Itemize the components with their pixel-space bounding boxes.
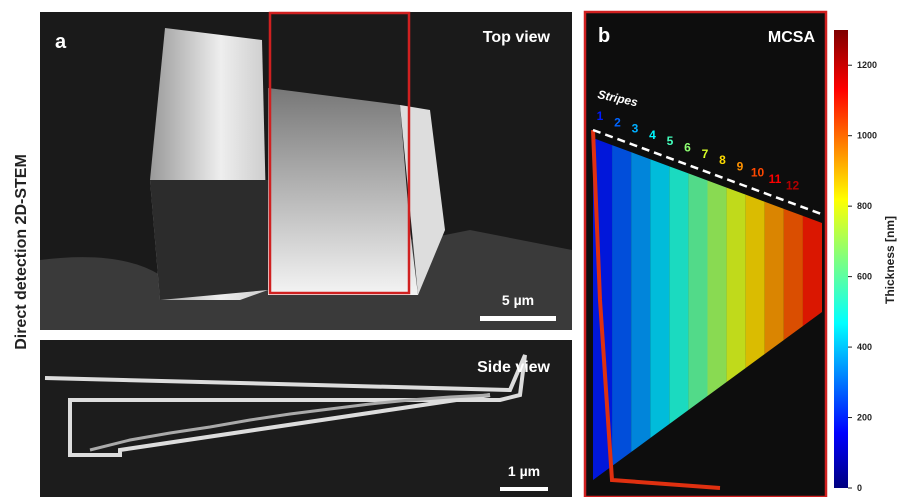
stripe-number: 7: [702, 147, 709, 161]
lamella-shadow: [150, 180, 268, 300]
panel-letter: a: [55, 31, 67, 53]
stripe-number: 6: [684, 141, 691, 155]
colorbar-label: Thickness [nm]: [883, 216, 897, 304]
stripe-number: 12: [786, 178, 800, 192]
stripe: [803, 216, 822, 326]
panel-title: MCSA: [768, 29, 816, 46]
stripe: [669, 166, 688, 424]
stripe: [746, 195, 765, 368]
colorbar-tick-label: 600: [857, 272, 872, 282]
stripe: [727, 188, 746, 382]
stripe: [765, 202, 784, 354]
stripe: [784, 209, 803, 340]
side-label: Direct detection 2D-STEM: [13, 154, 30, 350]
colorbar-tick-label: 200: [857, 413, 872, 423]
stripe: [650, 159, 669, 438]
figure: Direct detection 2D-STEM a Top view 5 µm…: [0, 0, 902, 497]
colorbar: [834, 30, 848, 488]
scale-bar: [500, 487, 548, 491]
panel-title: Top view: [483, 29, 551, 46]
stripe: [612, 145, 631, 466]
scale-label: 5 µm: [502, 292, 534, 308]
scale-bar: [480, 316, 556, 321]
scale-label: 1 µm: [508, 463, 540, 479]
stripe-number: 2: [614, 115, 621, 129]
panel-letter: b: [598, 25, 610, 47]
colorbar-tick-label: 1200: [857, 60, 877, 70]
colorbar-tick-label: 0: [857, 483, 862, 493]
stripe-number: 3: [632, 122, 639, 136]
stripe-number: 9: [737, 159, 744, 173]
thinned-window: [268, 88, 418, 295]
stripe: [708, 181, 727, 397]
colorbar-tick-label: 1000: [857, 131, 877, 141]
stripe: [631, 152, 650, 452]
stripe-number: 1: [597, 109, 604, 123]
stripe-number: 4: [649, 128, 656, 142]
stripe-number: 8: [719, 153, 726, 167]
panel-title: Side view: [477, 359, 550, 376]
stripe-number: 11: [769, 172, 782, 186]
stripe-number: 10: [751, 166, 765, 180]
stripe: [688, 173, 707, 410]
stripe-number: 5: [667, 134, 674, 148]
colorbar-tick-label: 400: [857, 342, 872, 352]
colorbar-tick-label: 800: [857, 201, 872, 211]
